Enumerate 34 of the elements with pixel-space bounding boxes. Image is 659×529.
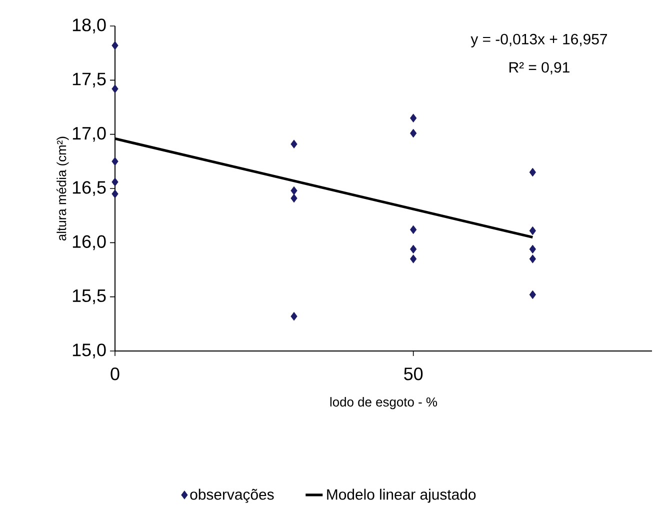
y-tick-label: 15,5 bbox=[72, 290, 106, 304]
point bbox=[410, 225, 417, 234]
point bbox=[529, 244, 536, 254]
annotation: R² = 0,91 bbox=[510, 62, 570, 74]
point bbox=[290, 194, 298, 203]
legend-label: Modelo linear ajustado bbox=[327, 488, 476, 503]
point bbox=[112, 190, 118, 198]
legend-label: observações bbox=[190, 488, 274, 503]
y-tick-label: 16,0 bbox=[72, 235, 106, 250]
y-tick-label: 17,0 bbox=[72, 126, 106, 142]
point bbox=[112, 41, 118, 50]
point bbox=[112, 84, 118, 94]
point bbox=[529, 254, 536, 264]
y-tick-label: 17,5 bbox=[72, 72, 106, 88]
y-tick-label: 18,0 bbox=[72, 18, 106, 34]
point bbox=[290, 186, 298, 196]
point bbox=[410, 114, 417, 122]
point bbox=[529, 226, 536, 236]
x-tick-label: 50 bbox=[404, 368, 423, 380]
point bbox=[290, 140, 298, 148]
point bbox=[410, 244, 417, 254]
point bbox=[112, 178, 118, 186]
point bbox=[112, 157, 118, 166]
y-tick-label: 15,0 bbox=[72, 344, 106, 358]
point bbox=[410, 254, 417, 264]
annotation: y = -0,013x + 16,957 bbox=[470, 34, 607, 48]
x-tick-label: 0 bbox=[110, 368, 120, 380]
y-axis-title: altura média (cm²) bbox=[56, 136, 69, 240]
point bbox=[410, 128, 417, 138]
point bbox=[529, 290, 536, 300]
point bbox=[290, 312, 298, 321]
point bbox=[529, 168, 536, 177]
y-tick-label: 16,5 bbox=[72, 181, 106, 196]
x-axis-title: lodo de esgoto - % bbox=[330, 397, 438, 410]
